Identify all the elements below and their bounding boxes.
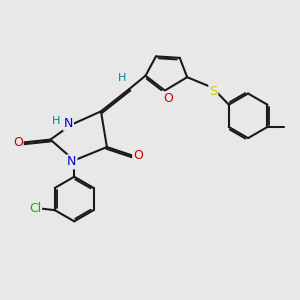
Text: N: N <box>67 155 76 168</box>
Text: O: O <box>133 149 143 162</box>
Text: H: H <box>118 73 126 83</box>
Text: N: N <box>64 117 73 130</box>
Text: O: O <box>164 92 173 105</box>
Text: Cl: Cl <box>29 202 41 215</box>
Text: S: S <box>209 85 217 98</box>
Text: O: O <box>13 136 23 149</box>
Text: H: H <box>52 116 60 126</box>
